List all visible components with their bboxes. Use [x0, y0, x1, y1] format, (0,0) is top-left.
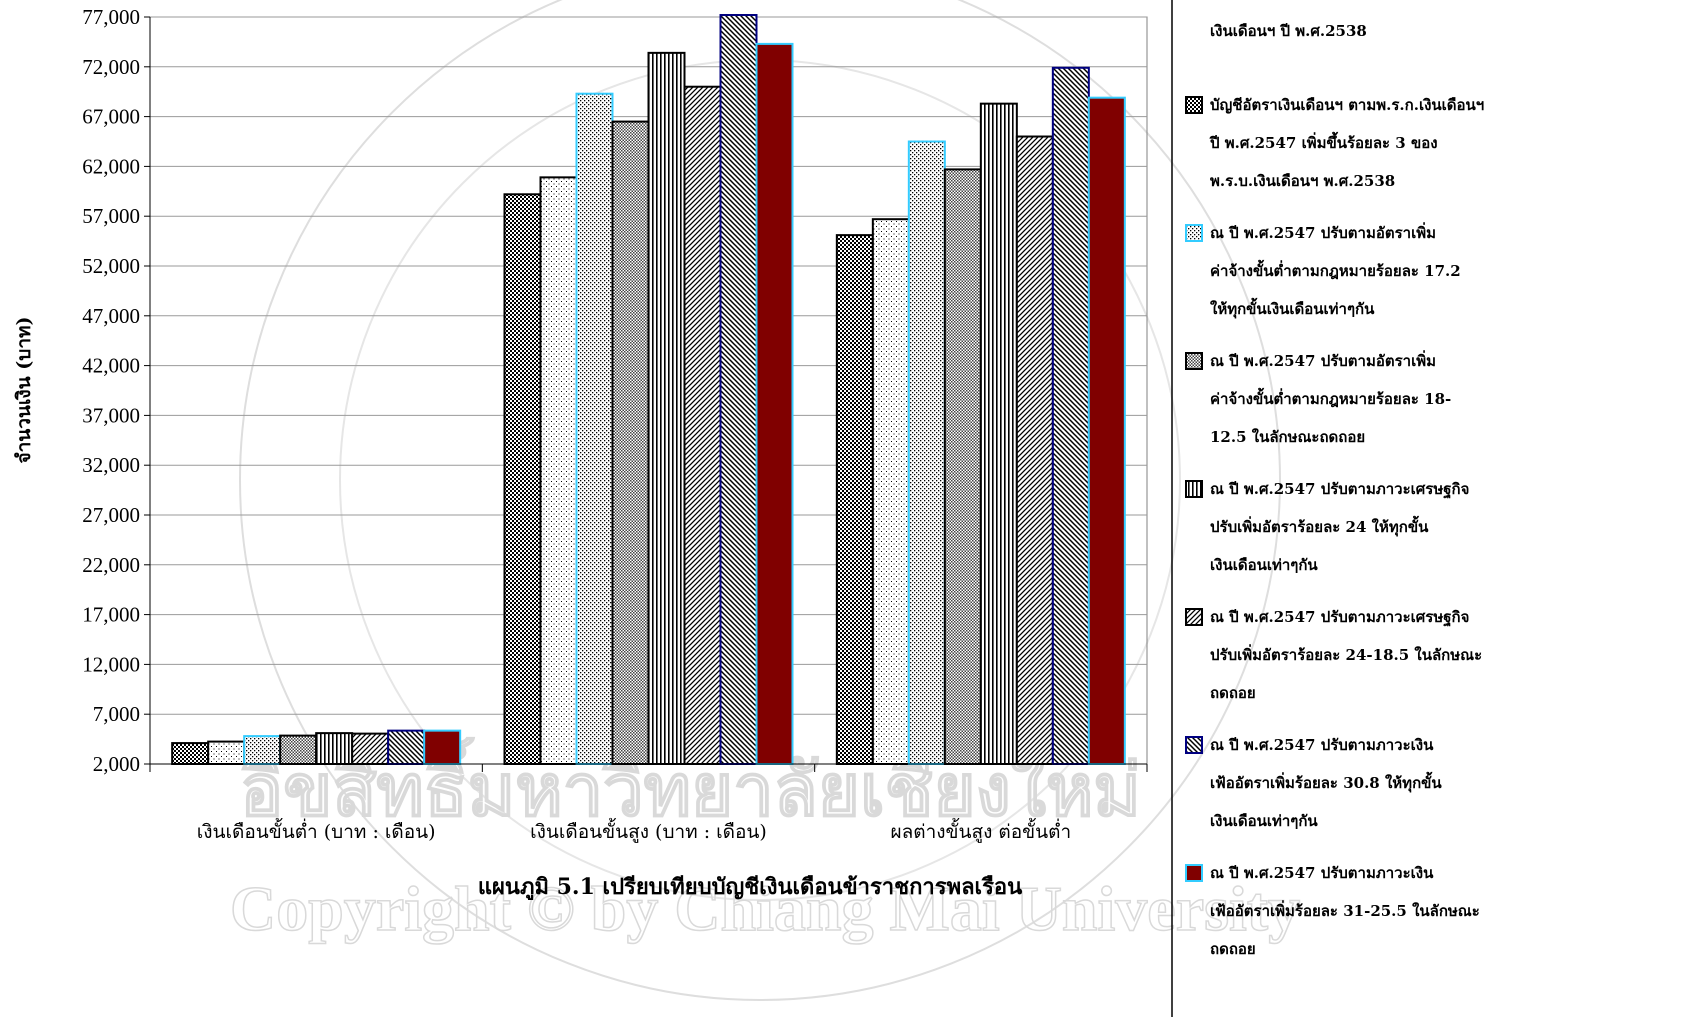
y-axis-label: จำนวนเงิน (บาท)	[13, 316, 35, 463]
legend-entry-text: ถดถอย	[1210, 940, 1256, 958]
y-tick-label: 32,000	[82, 453, 140, 477]
legend-swatch	[1185, 352, 1203, 370]
legend-entry-text: ปี พ.ศ.2547 เพิ่มขึ้นร้อยละ 3 ของ	[1209, 131, 1438, 152]
y-tick-label: 47,000	[82, 304, 140, 328]
legend-swatch	[1185, 736, 1203, 754]
y-tick-label: 37,000	[82, 403, 140, 427]
bar	[503, 193, 542, 765]
bar	[1015, 135, 1054, 765]
bar	[423, 729, 462, 765]
y-tick-label: 7,000	[93, 702, 140, 726]
y-tick-label: 67,000	[82, 105, 140, 129]
legend-entry-text: ณ ปี พ.ศ.2547 ปรับตามภาวะเศรษฐกิจ	[1210, 480, 1469, 499]
legend-entry-text: ณ ปี พ.ศ.2547 ปรับตามภาวะเงิน	[1210, 736, 1434, 754]
legend-entry-text: ค่าจ้างขั้นต่ำตามกฎหมายร้อยละ 17.2	[1210, 259, 1461, 280]
plot-area: 2,000 7,000 12,000 17,000 22,000 27,000 32,000…	[82, 5, 1148, 843]
legend-entry-text: บัญชีอัตราเงินเดือนฯ ตามพ.ร.ก.เงินเดือนฯ	[1210, 96, 1484, 114]
legend-entry-text: ให้ทุกขั้นเงินเดือนเท่าๆกัน	[1210, 297, 1375, 319]
bar	[907, 140, 946, 765]
bar	[207, 740, 246, 766]
x-tick-label: ผลต่างขั้นสูง ต่อขั้นต่ำ	[890, 818, 1071, 843]
y-tick-label: 77,000	[82, 5, 140, 29]
bar	[835, 234, 874, 765]
chart-title: แผนภูมิ 5.1 เปรียบเทียบบัญชีเงินเดือนข้า…	[478, 874, 1022, 901]
bar	[575, 92, 614, 765]
bar	[387, 729, 426, 765]
y-tick-label: 17,000	[82, 603, 140, 627]
x-tick-label: เงินเดือนขั้นต่ำ (บาท : เดือน)	[197, 818, 436, 843]
legend-swatch	[1185, 224, 1203, 242]
legend-entry-text: เงินเดือนฯ ปี พ.ศ.2538	[1210, 22, 1367, 40]
bar	[279, 734, 318, 766]
legend-swatch	[1185, 864, 1203, 882]
bar	[539, 176, 578, 765]
y-tick-label: 22,000	[82, 553, 140, 577]
y-tick-label: 12,000	[82, 652, 140, 676]
y-tick-label: 72,000	[82, 55, 140, 79]
legend-entry-text: 12.5 ในลักษณะถดถอย	[1210, 428, 1365, 446]
y-tick-label: 2,000	[93, 752, 140, 776]
legend-entry-text: เฟ้ออัตราเพิ่มร้อยละ 30.8 ให้ทุกขั้น	[1210, 771, 1442, 793]
legend-entry-text: พ.ร.บ.เงินเดือนฯ พ.ศ.2538	[1210, 172, 1395, 190]
legend-swatch	[1185, 608, 1203, 626]
legend-entry-text: เฟ้ออัตราเพิ่มร้อยละ 31-25.5 ในลักษณะ	[1210, 900, 1480, 920]
legend-entry-text: ณ ปี พ.ศ.2547 ปรับตามอัตราเพิ่ม	[1210, 350, 1436, 370]
bar	[611, 120, 650, 765]
bar	[719, 14, 758, 766]
bar	[871, 218, 910, 766]
bar	[351, 732, 390, 766]
legend-swatch	[1185, 96, 1203, 114]
bar	[943, 168, 982, 765]
bar	[647, 51, 686, 765]
bar	[171, 742, 210, 765]
y-tick-label: 27,000	[82, 503, 140, 527]
bar	[979, 102, 1018, 766]
legend-swatch	[1185, 480, 1203, 498]
legend-entry-text: ถดถอย	[1210, 684, 1256, 702]
bars	[171, 14, 1126, 766]
x-tick-label: เงินเดือนขั้นสูง (บาท : เดือน)	[530, 818, 767, 843]
legend-entry-text: ปรับเพิ่มอัตราร้อยละ 24 ให้ทุกขั้น	[1210, 515, 1429, 537]
y-tick-label: 52,000	[82, 254, 140, 278]
legend-entry-text: เงินเดือนเท่าๆกัน	[1210, 556, 1318, 574]
bar	[1087, 96, 1126, 765]
y-axis: 2,000 7,000 12,000 17,000 22,000 27,000 32,000…	[82, 5, 151, 776]
legend-entry-text: ณ ปี พ.ศ.2547 ปรับตามภาวะเศรษฐกิจ	[1210, 608, 1469, 627]
legend: เงินเดือนฯ ปี พ.ศ.2538 บัญชีอัตราเงินเดือ…	[1185, 22, 1484, 958]
y-tick-label: 42,000	[82, 354, 140, 378]
y-tick-label: 62,000	[82, 154, 140, 178]
bar	[315, 732, 354, 766]
bar	[755, 42, 794, 765]
legend-entry-text: ณ ปี พ.ศ.2547 ปรับตามภาวะเงิน	[1210, 864, 1434, 882]
watermark-seal	[239, 0, 1281, 1001]
legend-entry-text: ปรับเพิ่มอัตราร้อยละ 24-18.5 ในลักษณะ	[1210, 644, 1482, 664]
bar	[243, 735, 282, 765]
bar	[683, 85, 722, 766]
x-axis: เงินเดือนขั้นต่ำ (บาท : เดือน) เงินเดือนข…	[149, 763, 1148, 843]
y-tick-label: 57,000	[82, 204, 140, 228]
watermark-line2: Copyright © by Chiang Mai University	[230, 873, 1300, 944]
legend-entry-text: ณ ปี พ.ศ.2547 ปรับตามอัตราเพิ่ม	[1210, 222, 1436, 242]
bar	[1051, 66, 1090, 765]
legend-entry-text: เงินเดือนเท่าๆกัน	[1210, 812, 1318, 830]
legend-entry-text: ค่าจ้างขั้นต่ำตามกฎหมายร้อยละ 18-	[1210, 387, 1451, 408]
